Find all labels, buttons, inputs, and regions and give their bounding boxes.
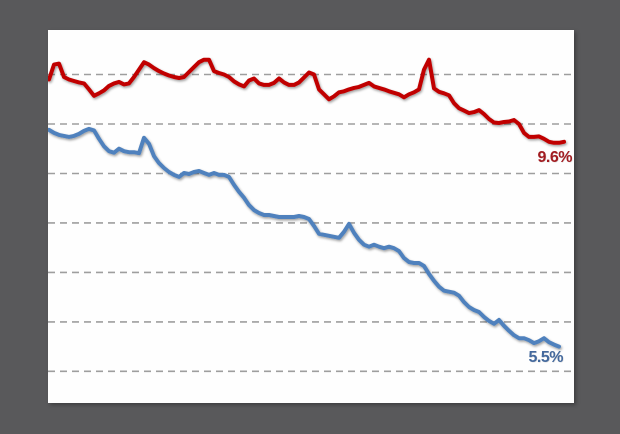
plot-area: 9.6% 5.5%: [48, 30, 574, 403]
blue-series-end-label: 5.5%: [528, 349, 564, 366]
red-series-end-label: 9.6%: [537, 149, 573, 166]
red-series-line: [48, 57, 566, 145]
blue-series-line: [48, 126, 561, 349]
line-chart: [48, 57, 574, 373]
